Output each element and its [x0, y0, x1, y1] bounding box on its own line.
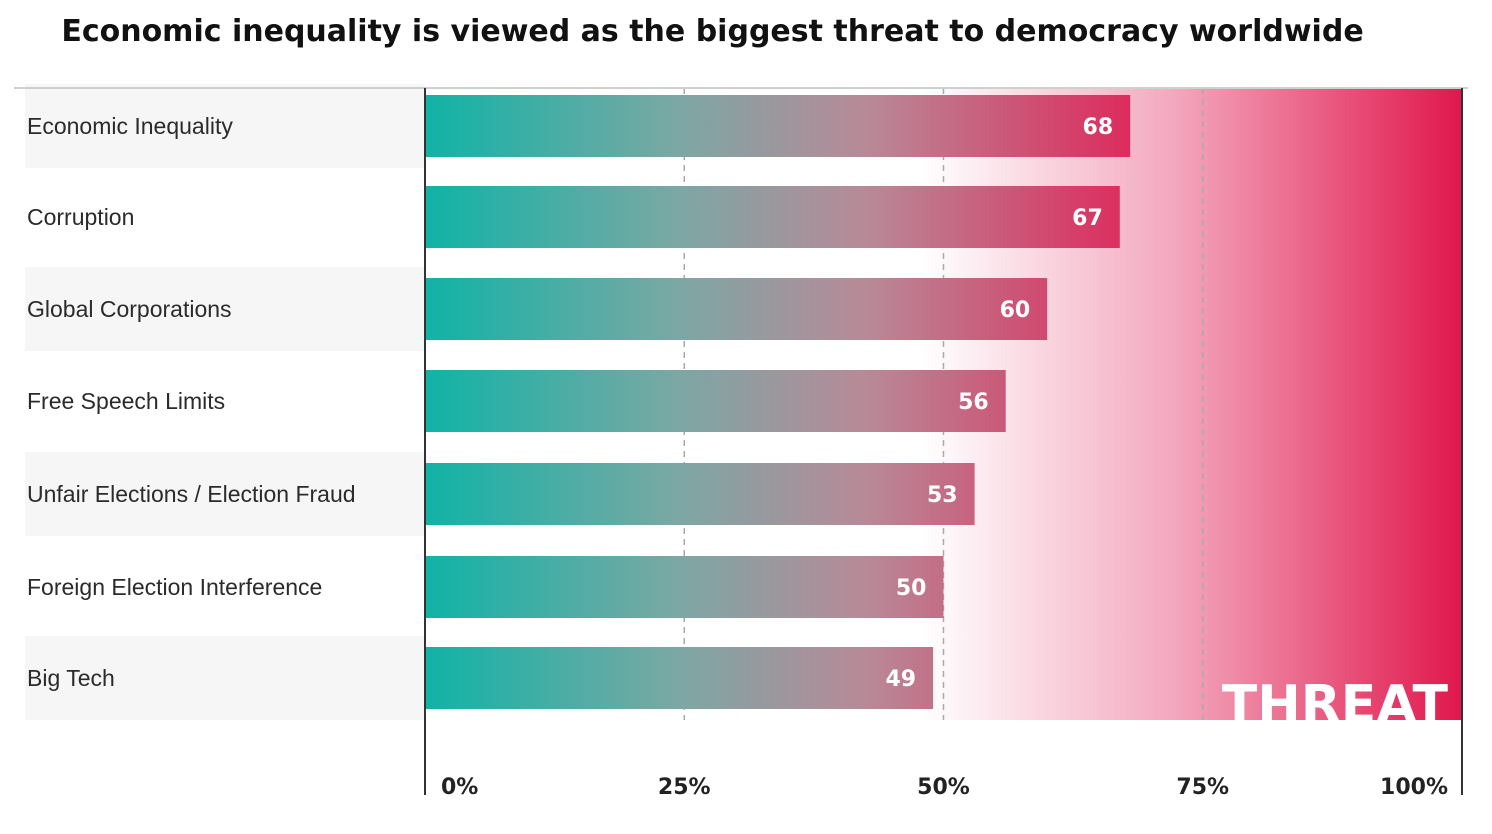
- row-band: [25, 636, 425, 720]
- x-tick-label: 50%: [917, 775, 970, 800]
- bar: [425, 647, 934, 709]
- data-label: 50: [896, 576, 927, 601]
- x-tick-label: 0%: [441, 775, 478, 800]
- category-label: Foreign Election Interference: [27, 574, 322, 600]
- bar: [425, 278, 1048, 340]
- bar: [425, 95, 1131, 157]
- data-label: 53: [927, 483, 958, 508]
- bar: [425, 186, 1120, 248]
- category-label: Unfair Elections / Election Fraud: [27, 481, 356, 507]
- data-label: 56: [958, 390, 989, 415]
- data-label: 49: [886, 667, 917, 692]
- data-label: 60: [1000, 298, 1031, 323]
- x-tick-label: 100%: [1380, 775, 1448, 800]
- bar: [425, 463, 975, 525]
- x-tick-label: 25%: [658, 775, 711, 800]
- bar: [425, 556, 944, 618]
- chart-title: Economic inequality is viewed as the big…: [61, 14, 1364, 49]
- category-label: Global Corporations: [27, 296, 232, 322]
- row-band: [25, 452, 425, 536]
- data-label: 67: [1072, 206, 1103, 231]
- bar: [425, 370, 1006, 432]
- category-label: Big Tech: [27, 665, 115, 691]
- row-band: [25, 84, 425, 168]
- category-label: Economic Inequality: [27, 113, 233, 139]
- row-band: [25, 267, 425, 351]
- category-label: Free Speech Limits: [27, 388, 225, 414]
- category-label: Corruption: [27, 204, 134, 230]
- threat-label: THREAT: [1222, 675, 1449, 735]
- x-tick-label: 75%: [1176, 775, 1229, 800]
- data-label: 68: [1083, 115, 1114, 140]
